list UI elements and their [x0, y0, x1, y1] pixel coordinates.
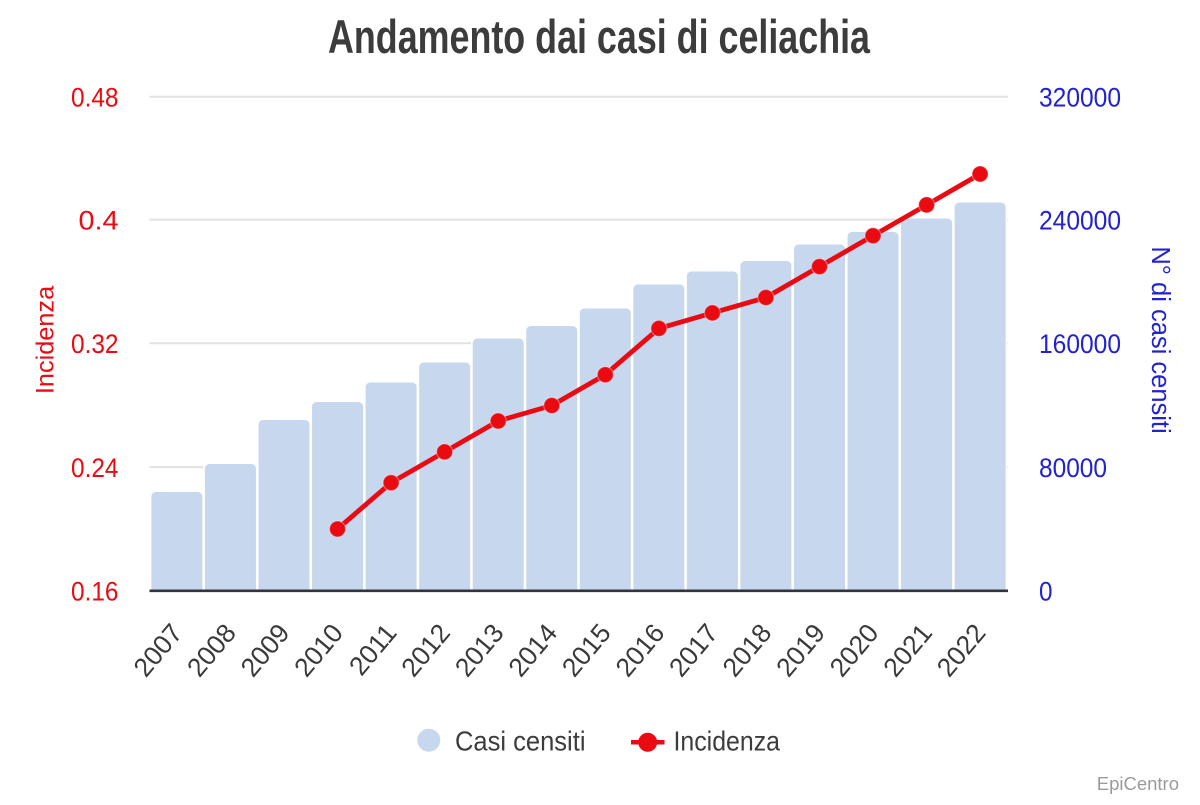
svg-text:Incidenza: Incidenza — [32, 285, 60, 394]
svg-text:160000: 160000 — [1039, 329, 1121, 359]
svg-text:0.32: 0.32 — [71, 329, 119, 359]
svg-text:320000: 320000 — [1039, 83, 1121, 113]
svg-text:0.16: 0.16 — [71, 577, 119, 607]
svg-text:0.48: 0.48 — [71, 83, 119, 113]
svg-text:Casi censiti: Casi censiti — [455, 726, 586, 757]
svg-text:0.24: 0.24 — [71, 453, 119, 483]
svg-text:0: 0 — [1039, 577, 1053, 607]
svg-text:Incidenza: Incidenza — [674, 726, 781, 757]
svg-text:80000: 80000 — [1039, 453, 1107, 483]
svg-text:EpiCentro: EpiCentro — [1097, 773, 1179, 794]
svg-text:Andamento dai casi di celiachi: Andamento dai casi di celiachia — [328, 10, 871, 63]
svg-text:N° di casi censiti: N° di casi censiti — [1146, 246, 1174, 433]
svg-text:0.4: 0.4 — [79, 205, 119, 235]
svg-text:240000: 240000 — [1039, 205, 1121, 235]
